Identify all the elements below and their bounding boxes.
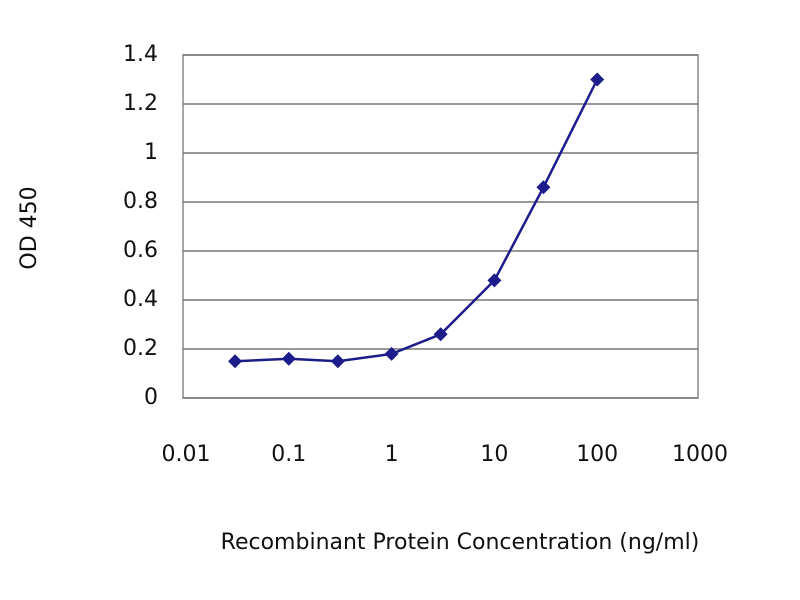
y-tick-label: 0.2 xyxy=(123,336,158,361)
data-point xyxy=(590,72,605,87)
x-tick-label: 100 xyxy=(576,442,618,467)
y-tick-label: 0 xyxy=(144,385,158,410)
y-tick-label: 0.8 xyxy=(123,189,158,214)
data-point xyxy=(487,273,502,288)
series-line xyxy=(234,78,599,363)
data-point xyxy=(228,354,243,369)
y-tick-label: 0.4 xyxy=(123,287,158,312)
data-point xyxy=(330,354,345,369)
x-axis-label: Recombinant Protein Concentration (ng/ml… xyxy=(221,530,700,555)
plot-area xyxy=(182,54,699,399)
data-point xyxy=(384,346,399,361)
x-tick-label: 10 xyxy=(480,442,508,467)
data-point xyxy=(536,180,551,195)
y-tick-label: 1 xyxy=(144,140,158,165)
data-point xyxy=(433,327,448,342)
y-axis-label: OD 450 xyxy=(17,186,42,269)
x-tick-label: 0.01 xyxy=(162,442,211,467)
y-tick-label: 1.2 xyxy=(123,91,158,116)
y-tick-label: 0.6 xyxy=(123,238,158,263)
y-tick-label: 1.4 xyxy=(123,42,158,67)
x-tick-label: 1 xyxy=(385,442,399,467)
x-tick-label: 1000 xyxy=(672,442,728,467)
data-point xyxy=(281,351,296,366)
x-tick-label: 0.1 xyxy=(271,442,306,467)
